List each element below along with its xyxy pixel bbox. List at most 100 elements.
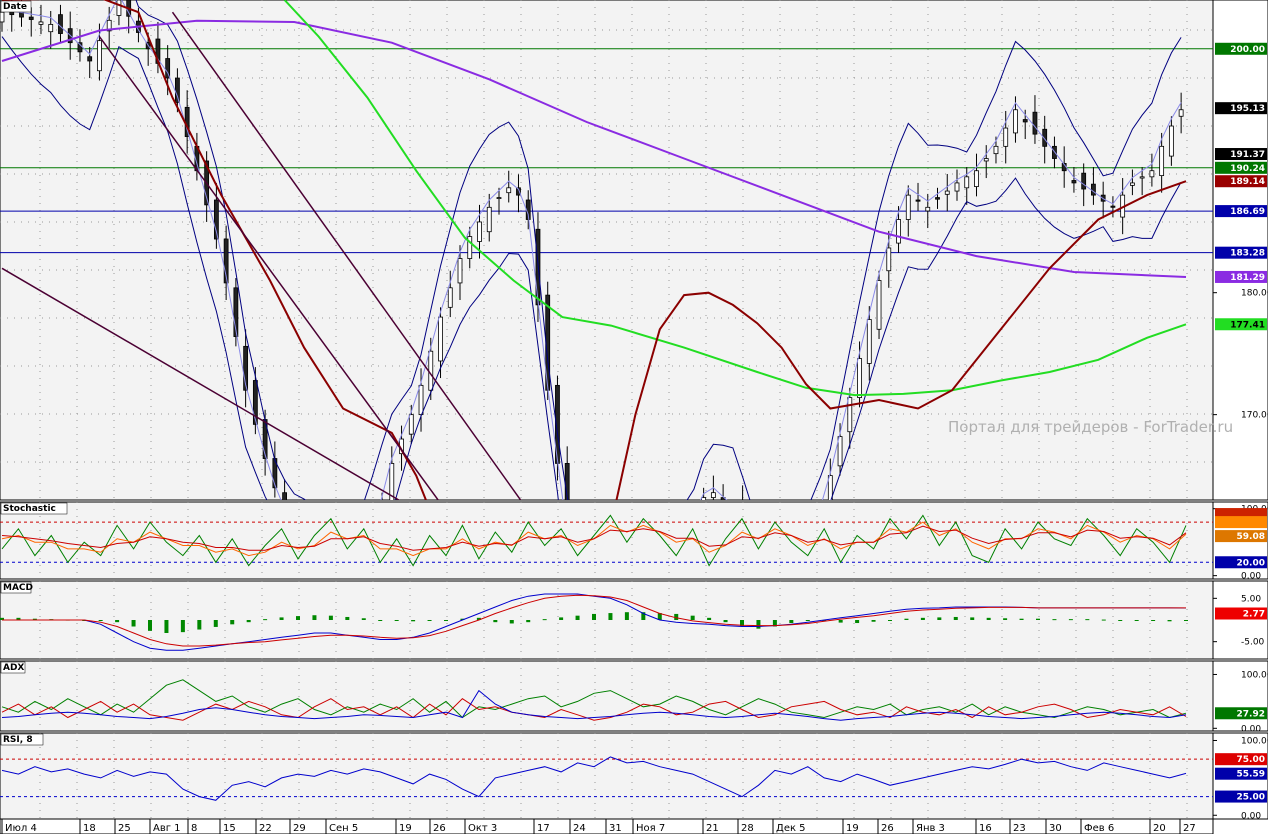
- date-label: 20: [1153, 823, 1166, 834]
- candle: [944, 190, 950, 195]
- panel-rsi-8: 100.00 0.00 75.00 55.59 25.00 RSI, 8: [0, 732, 1268, 821]
- macd-bar: [263, 619, 268, 621]
- candle: [983, 158, 989, 162]
- macd-bar: [148, 620, 152, 631]
- candle: [1013, 109, 1018, 134]
- candle: [28, 16, 34, 20]
- bollinger-middle: [1, 0, 1182, 500]
- macd-bar: [838, 620, 843, 623]
- trend-line: [98, 36, 440, 500]
- macd-bar: [197, 620, 202, 630]
- macd-bar: [920, 617, 925, 620]
- price-label-box: [1215, 790, 1267, 803]
- price-label-box: [1215, 767, 1267, 780]
- price-label: 181.29: [1230, 273, 1265, 283]
- macd-bar: [411, 620, 416, 622]
- candle: [1178, 109, 1184, 117]
- macd-bar: [345, 616, 350, 620]
- macd-bar: [246, 620, 251, 623]
- date-label: 16: [979, 823, 992, 834]
- macd-bar: [1036, 618, 1040, 620]
- y-tick-label: 0.00: [1241, 811, 1261, 821]
- price-label: 59.08: [1237, 532, 1265, 542]
- panel-title-box: [0, 733, 44, 746]
- date-label: 19: [399, 823, 412, 834]
- date-label: 19: [846, 823, 859, 834]
- moving-average-darkred: [2, 0, 1187, 500]
- price-label-box: [1215, 205, 1267, 218]
- macd-bar: [1101, 619, 1106, 621]
- macd-bar: [1151, 620, 1156, 621]
- moving-average-purple: [1, 19, 1187, 278]
- date-label: 15: [223, 823, 236, 834]
- series-line-0: [1, 679, 1187, 719]
- macd-bar: [904, 618, 909, 620]
- candle: [886, 247, 892, 272]
- macd-bar: [427, 620, 432, 621]
- panel-adx: 100.00 0.00 27.92 ADX: [0, 660, 1268, 734]
- price-axis: [1212, 580, 1268, 660]
- candle: [974, 170, 979, 187]
- candle: [1149, 170, 1155, 178]
- candle: [964, 176, 970, 189]
- candle: [0, 11, 5, 23]
- macd-bar: [657, 613, 662, 620]
- candle: [516, 187, 521, 196]
- macd-bar: [822, 620, 827, 622]
- macd-bar: [1052, 619, 1057, 621]
- date-label: Фев 6: [1084, 823, 1114, 834]
- macd-bar: [460, 618, 465, 620]
- plot-area: [0, 733, 1213, 819]
- candle: [896, 219, 901, 244]
- macd-bar: [871, 620, 876, 622]
- macd-bar: [542, 619, 547, 621]
- price-label-box: [1215, 753, 1267, 766]
- candle: [438, 316, 443, 362]
- candle: [233, 287, 239, 337]
- panel-title-box: [0, 581, 32, 594]
- candle: [223, 238, 229, 284]
- y-tick-label: 100.00: [1241, 736, 1268, 746]
- price-label-box: [1215, 102, 1267, 115]
- candle: [564, 463, 570, 500]
- date-label: 26: [433, 823, 446, 834]
- candle: [1130, 182, 1135, 186]
- bollinger-lower: [1, 36, 1182, 500]
- date-label: 26: [881, 823, 894, 834]
- candle: [496, 197, 502, 199]
- price-label: 189.14: [1230, 177, 1265, 187]
- y-tick-label: 0.00: [1241, 724, 1261, 734]
- candle: [1139, 176, 1145, 179]
- macd-bar: [98, 620, 103, 621]
- candle: [418, 384, 424, 416]
- macd-bar: [378, 620, 383, 621]
- date-label: 30: [1049, 823, 1062, 834]
- macd-bar: [756, 620, 761, 629]
- price-label: 27.92: [1237, 709, 1265, 719]
- price-axis: [1212, 660, 1268, 732]
- plot-area: [0, 581, 1188, 659]
- macd-bar: [970, 617, 975, 620]
- macd-bar: [608, 613, 613, 620]
- macd-bar: [361, 618, 366, 620]
- price-label: 2.77: [1243, 610, 1265, 620]
- macd-bar: [230, 620, 235, 625]
- candle: [486, 206, 492, 233]
- macd-bar: [953, 616, 958, 620]
- y-tick-label: 0.00: [1241, 572, 1261, 582]
- candle: [1110, 205, 1116, 208]
- macd-bar: [690, 615, 695, 620]
- panel-title: Stochastic: [3, 504, 56, 514]
- candle: [1032, 111, 1038, 135]
- candle: [467, 236, 473, 259]
- macd-bar: [789, 620, 794, 624]
- y-tick-label: 170.00: [1241, 411, 1268, 421]
- macd-bar: [937, 617, 942, 620]
- candle: [1091, 183, 1096, 196]
- candle: [837, 436, 843, 467]
- candle: [457, 258, 463, 284]
- candle: [1071, 180, 1077, 184]
- candle: [1042, 128, 1048, 147]
- date-label: Сен 5: [329, 823, 358, 834]
